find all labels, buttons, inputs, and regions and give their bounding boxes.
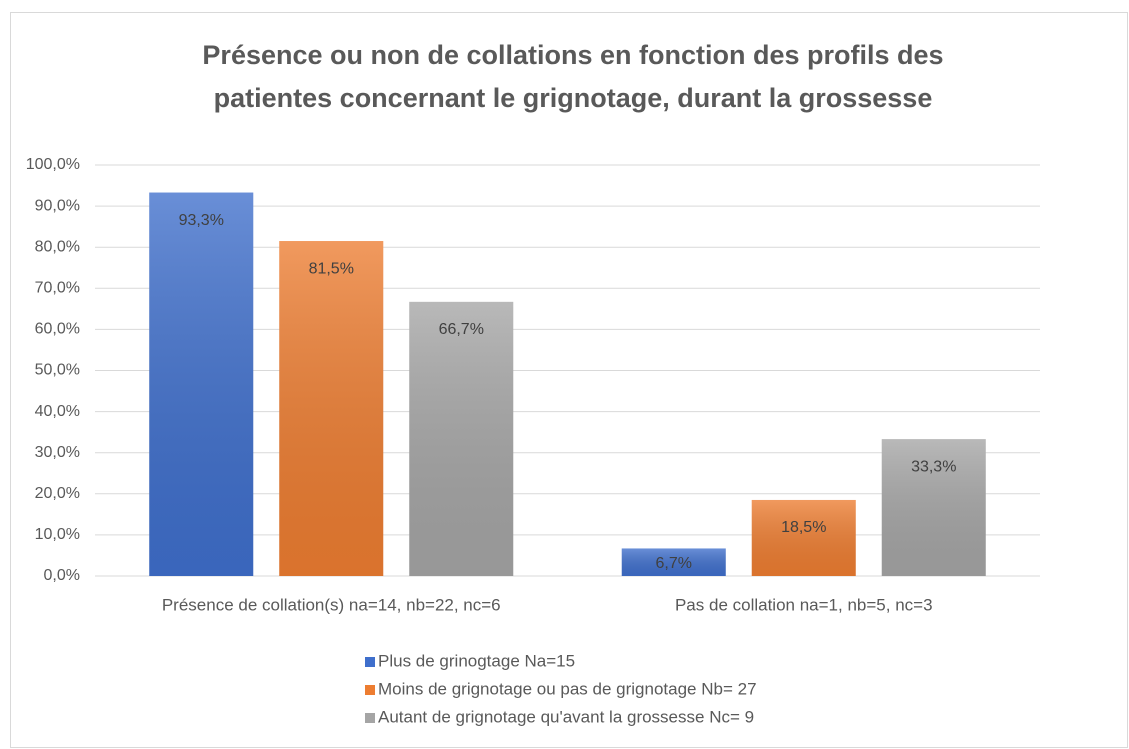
y-tick-label: 50,0% — [35, 362, 80, 379]
legend-swatch — [365, 685, 375, 695]
y-tick-label: 90,0% — [35, 197, 80, 214]
y-tick-label: 80,0% — [35, 238, 80, 255]
y-tick-label: 60,0% — [35, 321, 80, 338]
data-label: 81,5% — [309, 260, 354, 277]
y-tick-label: 70,0% — [35, 280, 80, 297]
bar-shade — [881, 439, 986, 576]
data-label: 6,7% — [656, 555, 692, 572]
bar-shade — [279, 241, 384, 576]
y-tick-label: 10,0% — [35, 526, 80, 543]
legend-label: Plus de grinogtage Na=15 — [378, 651, 575, 670]
data-label: 66,7% — [439, 321, 484, 338]
x-tick-label: Présence de collation(s) na=14, nb=22, n… — [162, 595, 501, 614]
legend-label: Moins de grignotage ou pas de grignotage… — [378, 679, 757, 698]
y-tick-label: 20,0% — [35, 485, 80, 502]
bar-shade — [409, 301, 514, 576]
chart-title: patientes concernant le grignotage, dura… — [214, 83, 933, 113]
y-tick-label: 100,0% — [26, 156, 80, 173]
y-tick-label: 0,0% — [44, 567, 80, 584]
legend-label: Autant de grignotage qu'avant la grosses… — [378, 707, 754, 726]
legend-swatch — [365, 657, 375, 667]
data-label: 18,5% — [781, 519, 826, 536]
bar-shade — [149, 192, 254, 577]
chart-title: Présence ou non de collations en fonctio… — [202, 40, 943, 70]
legend-swatch — [365, 713, 375, 723]
bar-shade — [751, 499, 856, 576]
data-label: 93,3% — [179, 212, 224, 229]
y-tick-label: 30,0% — [35, 444, 80, 461]
y-tick-label: 40,0% — [35, 403, 80, 420]
bar-shade — [621, 548, 726, 576]
x-tick-label: Pas de collation na=1, nb=5, nc=3 — [675, 595, 933, 614]
data-label: 33,3% — [911, 458, 956, 475]
